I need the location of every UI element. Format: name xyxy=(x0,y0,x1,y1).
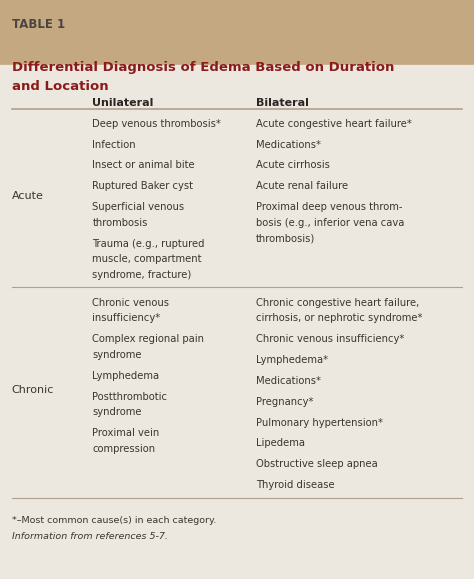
Text: Obstructive sleep apnea: Obstructive sleep apnea xyxy=(256,459,378,469)
Text: syndrome, fracture): syndrome, fracture) xyxy=(92,270,191,280)
Text: Proximal deep venous throm-: Proximal deep venous throm- xyxy=(256,202,402,212)
Text: cirrhosis, or nephrotic syndrome*: cirrhosis, or nephrotic syndrome* xyxy=(256,313,422,323)
Text: Proximal vein: Proximal vein xyxy=(92,428,160,438)
Text: Postthrombotic: Postthrombotic xyxy=(92,391,167,401)
Text: *–Most common cause(s) in each category.: *–Most common cause(s) in each category. xyxy=(12,516,216,525)
Text: TABLE 1: TABLE 1 xyxy=(12,18,65,31)
Text: Complex regional pain: Complex regional pain xyxy=(92,334,204,344)
Text: Pregnancy*: Pregnancy* xyxy=(256,397,313,406)
Text: thrombosis: thrombosis xyxy=(92,218,148,228)
Text: Chronic: Chronic xyxy=(12,386,54,395)
Text: Medications*: Medications* xyxy=(256,376,321,386)
Text: Thyroid disease: Thyroid disease xyxy=(256,480,335,490)
Text: Pulmonary hypertension*: Pulmonary hypertension* xyxy=(256,417,383,427)
Bar xyxy=(0,32,474,53)
Text: Lymphedema: Lymphedema xyxy=(92,371,160,380)
Text: Chronic venous insufficiency*: Chronic venous insufficiency* xyxy=(256,334,404,344)
Text: Medications*: Medications* xyxy=(256,140,321,149)
Text: Infection: Infection xyxy=(92,140,136,149)
Text: Information from references 5-7.: Information from references 5-7. xyxy=(12,532,168,541)
Text: thrombosis): thrombosis) xyxy=(256,233,315,243)
Text: Lipedema: Lipedema xyxy=(256,438,305,448)
Text: Acute renal failure: Acute renal failure xyxy=(256,181,348,191)
Text: Trauma (e.g., ruptured: Trauma (e.g., ruptured xyxy=(92,239,205,248)
Text: bosis (e.g., inferior vena cava: bosis (e.g., inferior vena cava xyxy=(256,218,404,228)
Text: insufficiency*: insufficiency* xyxy=(92,313,161,323)
Text: Ruptured Baker cyst: Ruptured Baker cyst xyxy=(92,181,193,191)
Text: Chronic congestive heart failure,: Chronic congestive heart failure, xyxy=(256,298,419,307)
Text: Insect or animal bite: Insect or animal bite xyxy=(92,160,195,170)
Text: Acute: Acute xyxy=(12,190,44,201)
Text: Superficial venous: Superficial venous xyxy=(92,202,184,212)
Text: syndrome: syndrome xyxy=(92,350,142,360)
Text: Differential Diagnosis of Edema Based on Duration: Differential Diagnosis of Edema Based on… xyxy=(12,61,394,74)
Text: Deep venous thrombosis*: Deep venous thrombosis* xyxy=(92,119,221,129)
FancyBboxPatch shape xyxy=(0,0,474,65)
Text: Unilateral: Unilateral xyxy=(92,98,154,108)
Text: and Location: and Location xyxy=(12,80,109,93)
Text: Acute cirrhosis: Acute cirrhosis xyxy=(256,160,330,170)
Text: Chronic venous: Chronic venous xyxy=(92,298,169,307)
Text: compression: compression xyxy=(92,444,155,453)
Text: Bilateral: Bilateral xyxy=(256,98,309,108)
Text: Lymphedema*: Lymphedema* xyxy=(256,355,328,365)
Text: syndrome: syndrome xyxy=(92,407,142,417)
Text: Acute congestive heart failure*: Acute congestive heart failure* xyxy=(256,119,412,129)
Text: muscle, compartment: muscle, compartment xyxy=(92,254,202,264)
